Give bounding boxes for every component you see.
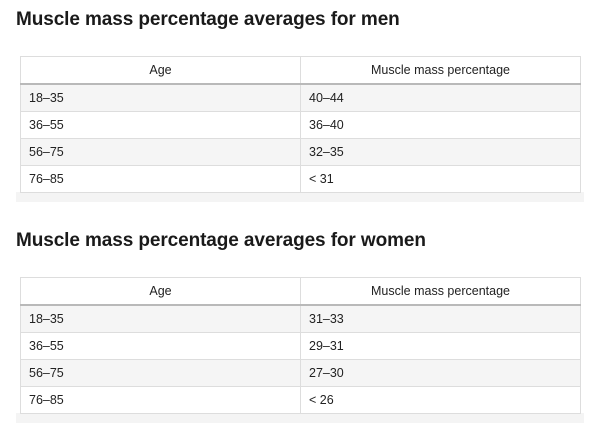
muscle-mass-cell: 31–33 [300,304,581,333]
muscle-mass-cell: 29–31 [300,332,581,360]
age-cell: 56–75 [20,138,301,166]
age-cell: 18–35 [20,83,301,112]
muscle-mass-cell: 40–44 [300,83,581,112]
men-header-muscle-mass: Muscle mass percentage [300,56,581,85]
women-header-age: Age [20,277,301,306]
table-row: 36–55 36–40 [20,111,581,139]
muscle-mass-cell: < 31 [300,165,581,193]
age-cell: 18–35 [20,304,301,333]
men-heading: Muscle mass percentage averages for men [16,9,400,30]
women-table-shadow [16,413,584,423]
age-cell: 76–85 [20,386,301,414]
women-header-row: Age Muscle mass percentage [20,277,581,306]
table-row: 18–35 31–33 [20,304,581,333]
table-row: 18–35 40–44 [20,83,581,112]
muscle-mass-cell: < 26 [300,386,581,414]
women-heading: Muscle mass percentage averages for wome… [16,230,426,251]
muscle-mass-cell: 27–30 [300,359,581,387]
age-cell: 36–55 [20,332,301,360]
women-table-wrap: Age Muscle mass percentage 18–35 31–33 3… [20,277,581,414]
table-row: 76–85 < 31 [20,165,581,193]
table-row: 56–75 27–30 [20,359,581,387]
men-table-wrap: Age Muscle mass percentage 18–35 40–44 3… [20,56,581,193]
age-cell: 76–85 [20,165,301,193]
table-row: 56–75 32–35 [20,138,581,166]
muscle-mass-cell: 36–40 [300,111,581,139]
women-header-muscle-mass: Muscle mass percentage [300,277,581,306]
men-table: Age Muscle mass percentage 18–35 40–44 3… [20,56,581,193]
women-table: Age Muscle mass percentage 18–35 31–33 3… [20,277,581,414]
men-header-age: Age [20,56,301,85]
men-header-row: Age Muscle mass percentage [20,56,581,85]
age-cell: 56–75 [20,359,301,387]
table-row: 36–55 29–31 [20,332,581,360]
muscle-mass-cell: 32–35 [300,138,581,166]
age-cell: 36–55 [20,111,301,139]
men-table-shadow [16,192,584,202]
table-row: 76–85 < 26 [20,386,581,414]
